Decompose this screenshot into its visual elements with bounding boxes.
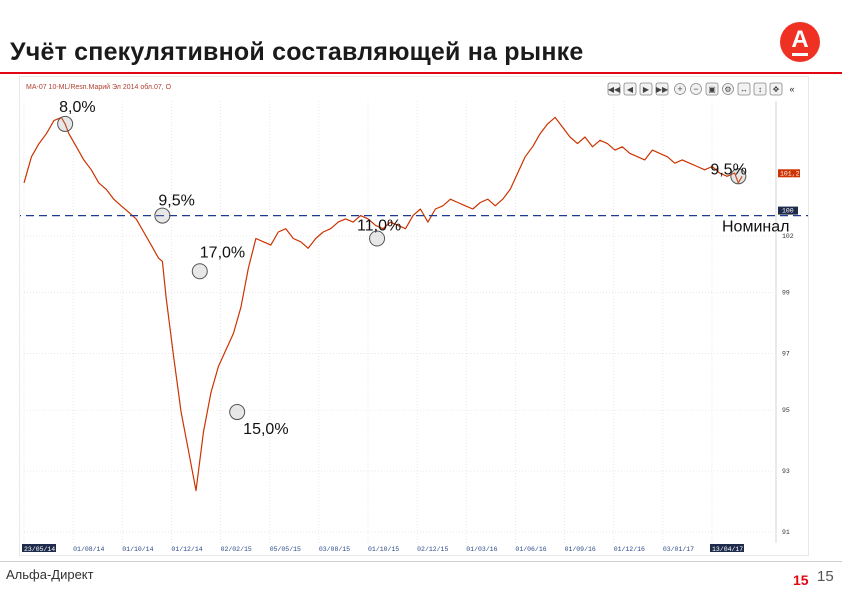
annotation-label: 9,5% — [158, 193, 194, 210]
date-tick-label: 13/04/17 — [712, 546, 743, 553]
svg-text:«: « — [789, 84, 794, 94]
date-tick-label: 01/08/14 — [73, 546, 104, 553]
price-series-line — [23, 116, 743, 492]
date-tick-label: 01/10/14 — [122, 546, 153, 553]
pan-horizontal-icon[interactable]: ↔ — [737, 82, 751, 96]
y-tick-label: 102 — [782, 233, 794, 240]
yield-annotations: 8,0% 9,5% 17,0% 11,0% 15,0% 9,5% — [57, 99, 747, 438]
date-tick-label: 01/03/16 — [466, 546, 497, 553]
pan-vertical-icon[interactable]: ↕ — [753, 82, 767, 96]
chart-title: MA-07 10-ML/Resп.Марий Эл 2014 обл.07, О — [26, 83, 172, 91]
chart-axes: 23/05/14 01/08/14 01/10/14 01/12/14 02/02/15… — [22, 101, 800, 553]
move-icon[interactable]: ✥ — [769, 82, 783, 96]
collapse-icon[interactable]: « — [789, 84, 794, 94]
svg-text:◀: ◀ — [627, 85, 634, 94]
logo-letter: А — [791, 26, 809, 53]
y-tick-label: 97 — [782, 351, 790, 358]
svg-text:↕: ↕ — [758, 85, 762, 94]
last-price-badge — [778, 169, 800, 178]
y-tick-label: 93 — [782, 468, 790, 475]
last-price-label: 101,2 — [780, 170, 800, 177]
logo-bar — [792, 53, 808, 56]
fit-icon[interactable]: ▣ — [705, 82, 719, 96]
svg-text:✥: ✥ — [773, 85, 780, 94]
page-number-secondary: 15 — [817, 568, 834, 585]
date-badge — [22, 544, 56, 552]
nominal-label: Номинал — [722, 219, 789, 236]
annotation-label: 9,5% — [710, 161, 746, 178]
date-tick-label: 01/06/16 — [515, 546, 546, 553]
title-underline — [0, 72, 842, 74]
first-icon[interactable]: ◀◀ — [607, 82, 621, 96]
annotation-marker — [730, 168, 747, 185]
annotation-label: 8,0% — [59, 99, 95, 116]
chart-panel: MA-07 10-ML/Resп.Марий Эл 2014 обл.07, О… — [0, 77, 808, 555]
nominal-badge-label: 100 — [782, 208, 794, 215]
date-tick-label: 05/05/15 — [270, 546, 301, 553]
y-tick-label: 91 — [782, 529, 790, 536]
prev-icon[interactable]: ◀ — [623, 82, 637, 96]
annotation-marker — [191, 263, 208, 280]
date-badge — [710, 544, 744, 552]
footer-brand: Альфа-Директ — [6, 567, 94, 582]
annotation-marker — [57, 115, 74, 132]
date-tick-label: 01/09/16 — [565, 546, 596, 553]
settings-icon[interactable]: ⚙ — [722, 83, 734, 95]
svg-text:◀◀: ◀◀ — [608, 85, 621, 94]
annotation-marker — [229, 404, 246, 421]
last-icon[interactable]: ▶▶ — [655, 82, 669, 96]
y-tick-label: 95 — [782, 407, 790, 414]
date-tick-label: 01/12/14 — [171, 546, 202, 553]
y-tick-label: 99 — [782, 290, 790, 297]
price-chart: MA-07 10-ML/Resп.Марий Эл 2014 обл.07, О… — [0, 82, 808, 553]
svg-text:+: + — [677, 84, 682, 94]
annotation-marker — [369, 230, 386, 247]
date-tick-label: 02/12/15 — [417, 546, 448, 553]
date-tick-label: 03/01/17 — [663, 546, 694, 553]
footer-divider — [0, 561, 842, 562]
zoom-out-icon[interactable]: − — [690, 83, 702, 95]
annotation-label: 17,0% — [200, 244, 245, 261]
svg-text:⚙: ⚙ — [724, 85, 731, 94]
date-tick-label: 01/12/16 — [614, 546, 645, 553]
nominal-badge — [778, 206, 798, 215]
date-tick-label: 02/02/15 — [221, 546, 252, 553]
annotation-marker — [154, 207, 171, 224]
slide-title: Учёт спекулятивной составляющей на рынке — [10, 38, 584, 66]
chart-toolbar: ◀◀ ◀ ▶ ▶▶ + − — [607, 82, 795, 96]
annotation-label: 15,0% — [243, 421, 288, 438]
svg-text:▶▶: ▶▶ — [656, 85, 669, 94]
date-tick-label: 23/05/14 — [24, 546, 55, 553]
svg-text:▶: ▶ — [643, 85, 650, 94]
svg-text:−: − — [693, 84, 698, 94]
alfa-logo-icon: А — [780, 22, 820, 62]
date-tick-label: 03/08/15 — [319, 546, 350, 553]
svg-text:▣: ▣ — [708, 85, 716, 94]
next-icon[interactable]: ▶ — [639, 82, 653, 96]
gridlines — [23, 101, 772, 543]
date-tick-label: 01/10/15 — [368, 546, 399, 553]
zoom-in-icon[interactable]: + — [674, 83, 686, 95]
page-number: 15 — [793, 572, 809, 588]
annotation-label: 11,0% — [357, 218, 401, 235]
svg-text:↔: ↔ — [740, 85, 748, 94]
